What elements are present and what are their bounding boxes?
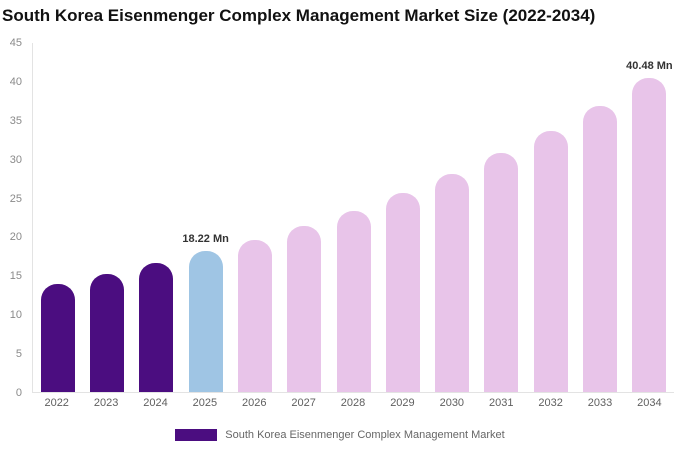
- bar-column: [230, 43, 279, 392]
- bar-column: [526, 43, 575, 392]
- bar-column: [428, 43, 477, 392]
- chart-title: South Korea Eisenmenger Complex Manageme…: [2, 6, 596, 25]
- y-tick-label: 30: [9, 153, 22, 166]
- bar-column: [575, 43, 624, 392]
- bar-column: [378, 43, 427, 392]
- bar-column: 18.22 Mn: [181, 43, 230, 392]
- bar-2022: [40, 284, 75, 392]
- bar-2026: [237, 240, 272, 392]
- y-tick-label: 45: [9, 37, 22, 49]
- legend: South Korea Eisenmenger Complex Manageme…: [0, 426, 680, 444]
- x-tick-label: 2032: [538, 397, 563, 409]
- plot-area: 18.22 Mn 40.48 Mn: [32, 43, 674, 393]
- x-tick-label: 2027: [291, 397, 316, 409]
- bar-column: [329, 43, 378, 392]
- bar-2023: [89, 274, 124, 392]
- bar-2032: [533, 130, 568, 392]
- x-tick-label: 2026: [242, 397, 267, 409]
- x-tick-label: 2031: [488, 397, 514, 409]
- bars: 18.22 Mn 40.48 Mn: [33, 43, 674, 392]
- x-tick-label: 2024: [143, 397, 168, 409]
- bar-2034: [632, 78, 667, 392]
- y-tick-label: 5: [15, 348, 22, 361]
- y-tick-label: 25: [9, 192, 22, 205]
- y-tick-label: 0: [15, 387, 22, 399]
- bar-column: [477, 43, 526, 392]
- bar-2028: [336, 210, 371, 392]
- legend-label: South Korea Eisenmenger Complex Manageme…: [225, 429, 505, 441]
- x-tick-label: 2023: [93, 397, 119, 409]
- x-tick-label: 2022: [44, 397, 69, 409]
- bar-2030: [435, 174, 470, 392]
- y-tick-label: 40: [9, 75, 22, 88]
- y-tick-label: 35: [9, 114, 22, 127]
- bar-2029: [385, 193, 420, 392]
- bar-column: [280, 43, 329, 392]
- legend-swatch: [175, 429, 218, 441]
- bar-column: 40.48 Mn: [625, 43, 674, 392]
- bar-column: [82, 43, 131, 392]
- x-tick-label: 2028: [340, 397, 366, 409]
- bar-2024: [139, 263, 174, 392]
- bar-2025: [188, 250, 223, 392]
- x-axis-labels: 2022 2023 2024 2025 2026 2027 2028 2029 2030 2031…: [32, 397, 674, 413]
- y-tick-label: 20: [9, 231, 22, 244]
- x-tick-label: 2034: [637, 397, 662, 409]
- x-tick-label: 2025: [192, 397, 218, 409]
- x-tick-label: 2030: [439, 397, 465, 409]
- y-tick-label: 15: [9, 270, 22, 283]
- bar-column: [132, 43, 181, 392]
- bar-column: [33, 43, 82, 392]
- bar-2027: [287, 226, 322, 392]
- bar-value-label: 40.48 Mn: [626, 60, 673, 73]
- bar-2031: [484, 153, 519, 392]
- x-tick-label: 2029: [390, 397, 415, 409]
- y-axis-labels: 0 5 10 15 20 25 30 35 40 45: [0, 37, 28, 399]
- bar-2033: [583, 105, 618, 392]
- x-tick-label: 2033: [587, 397, 613, 409]
- bar-value-label: 18.22 Mn: [182, 232, 229, 245]
- y-tick-label: 10: [9, 309, 22, 322]
